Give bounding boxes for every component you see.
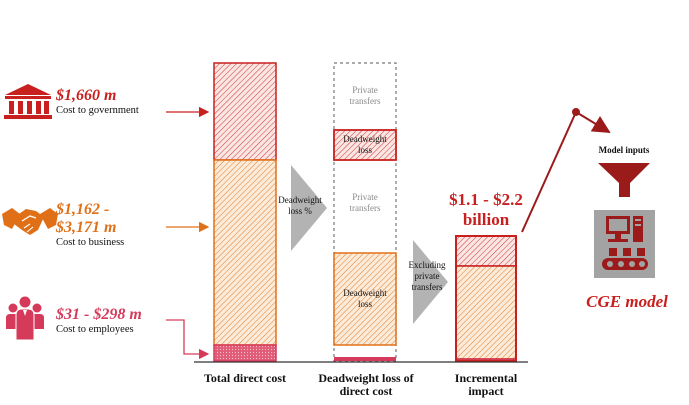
deadweight-chevron-label: Deadweight loss % [278, 195, 322, 216]
employees-amount: $31 - $298 m [56, 306, 142, 323]
gov-label: Cost to government [56, 105, 139, 116]
people-icon [6, 296, 44, 341]
government-building-icon [4, 84, 52, 119]
business-amount-line2: $3,171 m [56, 219, 117, 236]
incremental-impact-label: Incremental impact [454, 371, 518, 398]
total-business-segment [213, 159, 277, 346]
employees-label: Cost to employees [56, 324, 134, 335]
business-label: Cost to business [56, 237, 125, 248]
funnel-icon [598, 163, 650, 197]
deadweight-loss-top: Deadweight loss [343, 134, 387, 155]
cge-model-title: CGE model [586, 292, 668, 311]
deadweight-loss-bottom: Deadweight loss [343, 288, 387, 309]
deadweight-chevron [291, 165, 327, 251]
incr-outline [455, 235, 517, 362]
computer-factory-icon [594, 210, 655, 278]
employees-arrow [166, 319, 210, 360]
excluding-chevron-label: Excluding private transfers [408, 260, 446, 292]
excluding-chevron [413, 240, 448, 324]
dw-orange-segment [333, 252, 397, 346]
incr-orange-segment [455, 265, 517, 360]
connector-node [572, 108, 580, 116]
private-transfers-mid: Private transfers [349, 192, 381, 213]
total-employees-segment [213, 344, 277, 362]
gov-amount: $1,660 m [56, 87, 117, 104]
result-value: $1.1 - $2.2 billion [449, 190, 523, 229]
dw-red-segment [333, 129, 397, 161]
model-inputs-label: Model inputs [598, 145, 650, 155]
total-gov-segment [213, 62, 277, 161]
dw-pink-segment [334, 357, 396, 361]
total-direct-cost-label: Total direct cost [204, 371, 286, 385]
incr-red-segment [455, 235, 517, 267]
handshake-icon [2, 208, 58, 235]
private-transfers-top: Private transfers [349, 85, 381, 106]
business-amount-line1: $1,162 - [56, 201, 110, 218]
deadweight-column-label: Deadweight loss of direct cost [318, 371, 414, 398]
